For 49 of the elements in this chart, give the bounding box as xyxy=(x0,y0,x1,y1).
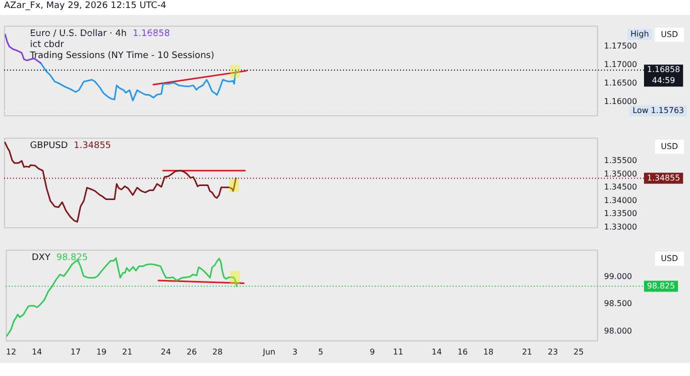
y-tick-label: 99.000 xyxy=(604,272,632,281)
y-axis-title: USD xyxy=(660,30,678,39)
x-tick-label: 5 xyxy=(318,347,324,356)
y-tick-label: 1.34000 xyxy=(604,196,638,205)
x-tick-label: 3 xyxy=(292,347,298,356)
y-tick-label: 1.16500 xyxy=(604,78,638,88)
chart-title: DXY xyxy=(32,253,51,264)
chart-title: GBPUSD xyxy=(30,141,68,152)
x-tick-label: 12 xyxy=(6,347,16,356)
ref-line-label: 1.16858 44:59 xyxy=(646,65,680,86)
y-axis-title: USD xyxy=(660,254,678,263)
y-axis-title: USD xyxy=(660,142,678,151)
text: AZar_Fx, May 29, 2026 12:15 UTC-4 xyxy=(4,1,166,11)
x-tick-label: 28 xyxy=(212,347,223,356)
annotation: Trading Sessions (NY Time - 10 Sessions) xyxy=(29,51,214,62)
y-tick-label: 1.35000 xyxy=(604,169,638,178)
x-tick-label: 24 xyxy=(160,347,171,356)
ref-line-label: 1.34855 xyxy=(646,173,680,182)
ref-line-label: 98.825 xyxy=(646,281,675,290)
x-tick-label: 25 xyxy=(574,347,584,356)
chart-subtitle: 1.16858 xyxy=(132,29,170,40)
y-tick-label: 1.33500 xyxy=(604,209,638,218)
y-tick-label: 1.16000 xyxy=(604,97,638,106)
y-tick-label: 1.17000 xyxy=(604,60,638,69)
x-tick-label: 11 xyxy=(392,347,404,356)
chart-title: Euro / U.S. Dollar · 4h xyxy=(30,29,127,40)
y-tick-label: 98.500 xyxy=(604,299,632,308)
chart-subtitle: 1.34855 xyxy=(74,141,112,152)
y-tick-label: 1.34500 xyxy=(604,182,638,192)
y-tick-label: 1.33000 xyxy=(604,222,638,232)
annotation: ict cbdr xyxy=(30,40,64,50)
x-tick-label: 14 xyxy=(432,347,442,356)
ref-line-label: High xyxy=(630,29,649,38)
x-tick-label: 16 xyxy=(457,347,468,356)
x-tick-label: 21 xyxy=(122,347,132,356)
x-tick-label: 23 xyxy=(548,347,558,356)
x-tick-label: 18 xyxy=(483,347,494,356)
y-tick-label: 1.17500 xyxy=(604,41,638,50)
x-tick-label: 19 xyxy=(96,347,107,356)
x-tick-label: Jun xyxy=(262,347,276,356)
x-tick-label: 26 xyxy=(186,347,197,356)
chart-subtitle: 98.825 xyxy=(56,253,88,264)
x-tick-label: 14 xyxy=(32,347,42,356)
ref-line-label: Low 1.15763 xyxy=(632,106,684,115)
x-tick-label: 17 xyxy=(70,347,81,356)
y-tick-label: 98.000 xyxy=(604,326,632,336)
x-tick-label: 21 xyxy=(522,347,532,356)
y-tick-label: 1.35500 xyxy=(604,156,638,166)
x-tick-label: 9 xyxy=(370,347,375,356)
